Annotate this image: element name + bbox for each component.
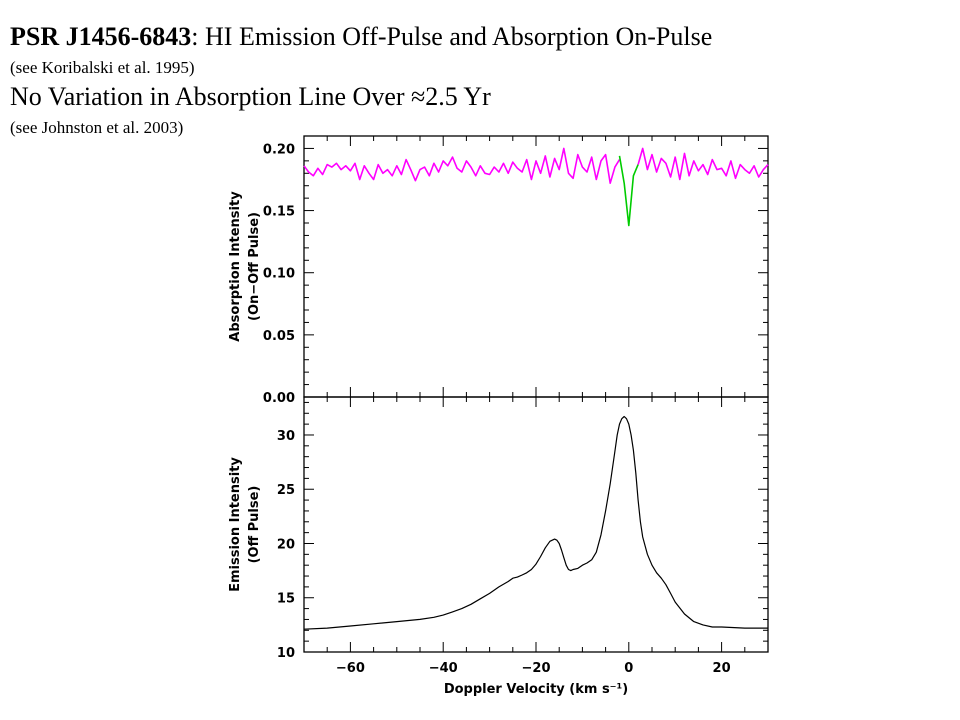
x-axis-label: Doppler Velocity (km s⁻¹) <box>444 682 628 697</box>
emission-panel: 10 15 20 25 30 Emission Intensity (Off Pulse) −… <box>228 396 769 676</box>
y-tick-label: 15 <box>277 592 295 607</box>
citation-koribalski: (see Koribalski et al. 1995) <box>10 58 195 77</box>
series-line-green <box>618 155 639 227</box>
panel-frame <box>303 135 769 398</box>
x-tick-label: 20 <box>713 661 731 676</box>
absorption-panel: 0.00 0.05 0.10 0.15 0.20 Absorption Intensity… <box>228 135 769 406</box>
panel-frame <box>303 396 769 653</box>
x-tick-label: −60 <box>336 661 365 676</box>
y-tick-label: 0.00 <box>263 391 295 406</box>
y-tick-label: 30 <box>277 429 295 444</box>
y-tick-label: 0.05 <box>263 329 295 344</box>
y-tick-label: 0.20 <box>263 142 295 157</box>
y-axis-label-sub: (Off Pulse) <box>247 486 262 564</box>
y-tick-label: 20 <box>277 537 295 552</box>
pulsar-name: PSR J1456-6843 <box>10 22 192 51</box>
y-tick-label: 25 <box>277 483 295 498</box>
x-tick-label: −40 <box>429 661 458 676</box>
x-tick-label: 0 <box>624 661 633 676</box>
x-tick-label: −20 <box>522 661 551 676</box>
y-tick-label: 0.15 <box>263 205 295 220</box>
series-line-black <box>303 415 768 630</box>
y-axis-label-sub: (On−Off Pulse) <box>247 212 262 321</box>
y-tick-label: 0.10 <box>263 267 295 282</box>
series-line-magenta <box>637 147 769 181</box>
citation-johnston: (see Johnston et al. 2003) <box>10 118 184 137</box>
slide-title: PSR J1456-6843: HI Emission Off-Pulse an… <box>10 24 712 50</box>
y-axis-label: Emission Intensity <box>228 457 243 592</box>
slide-heading: PSR J1456-6843: HI Emission Off-Pulse an… <box>10 24 712 137</box>
y-tick-label: 10 <box>277 646 295 661</box>
title-rest: : HI Emission Off-Pulse and Absorption O… <box>191 22 713 51</box>
series-line-magenta <box>303 147 621 184</box>
slide-subtitle: No Variation in Absorption Line Over ≈2.… <box>10 82 491 111</box>
y-axis-label: Absorption Intensity <box>228 191 243 342</box>
